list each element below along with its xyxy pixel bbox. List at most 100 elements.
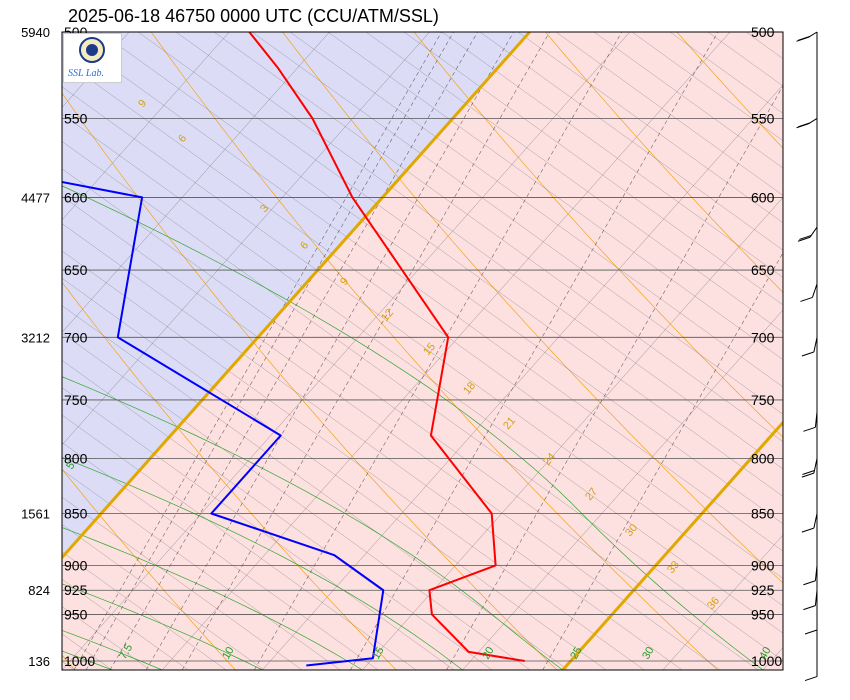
isotherm-line [62, 32, 230, 221]
pressure-label-right: 650 [751, 262, 775, 278]
pressure-label-right: 1000 [751, 653, 782, 669]
height-label: 136 [28, 654, 50, 669]
pressure-label-right: 900 [751, 557, 775, 573]
theta-line [62, 551, 227, 670]
mixing-ratio-line [73, 32, 442, 670]
wind-barb [800, 283, 818, 302]
height-label: 824 [28, 583, 50, 598]
pressure-label-right: 550 [751, 110, 775, 126]
theta-line [175, 32, 783, 470]
theta-line [822, 32, 850, 680]
pressure-label-left: 750 [64, 392, 88, 408]
theta-line [62, 414, 417, 670]
theta-line [62, 168, 759, 670]
theta-line [593, 32, 783, 169]
moist-adiabat-line [62, 669, 63, 670]
logo-emblem-icon: SSL Lab. [68, 37, 105, 79]
isotherm-line [262, 84, 783, 670]
dewpoint-profile-line [62, 180, 385, 667]
pressure-label-left: 850 [64, 505, 88, 521]
theta-line [62, 250, 645, 670]
mixing-ratio-line [85, 32, 454, 670]
chart-title: 2025-06-18 46750 0000 UTC (CCU/ATM/SSL) [68, 6, 439, 26]
pressure-label-left: 700 [64, 329, 88, 345]
theta-line [62, 305, 569, 670]
pressure-label-right: 600 [751, 189, 775, 205]
isotherm-line [62, 32, 330, 333]
pressure-label-left: 1000 [64, 653, 95, 669]
pressure-label-right: 750 [751, 392, 775, 408]
theta-line [62, 195, 721, 670]
theta-line [62, 86, 783, 607]
wetbulb-label: 25 [568, 645, 585, 662]
theta-line [62, 387, 455, 670]
pressure-label-left: 900 [64, 557, 88, 573]
theta-line [62, 442, 379, 670]
theta-line [62, 141, 783, 661]
pressure-label-left: 950 [64, 606, 88, 622]
theta-line [631, 32, 783, 142]
wetbulb-label: 20 [480, 645, 497, 662]
wind-barb [804, 660, 818, 682]
theta-line [251, 32, 783, 415]
theta-line [555, 32, 783, 196]
pressure-label-right: 925 [751, 582, 775, 598]
theta-line [62, 277, 607, 670]
isotherm-line [362, 197, 783, 670]
height-label: 1561 [21, 506, 50, 521]
theta-line [62, 32, 783, 552]
mixing-ratio-line [181, 32, 550, 670]
wetbulb-label: 30 [640, 645, 657, 662]
logo-text: SSL Lab. [68, 68, 104, 79]
theta-line [62, 223, 683, 670]
mixing-ratio-line [542, 252, 783, 670]
isotherm-line [62, 32, 430, 446]
mixing-ratio-line [254, 32, 623, 670]
wetbulb-label: 15 [370, 645, 387, 662]
pressure-label-left: 925 [64, 582, 88, 598]
mixing-ratio-line [446, 85, 783, 670]
plot-frame [61, 31, 784, 671]
temperature-profile-line [248, 32, 525, 662]
wetbulb-label: 5 [64, 460, 77, 471]
dry-adiabat-line [282, 32, 783, 584]
theta-line [441, 32, 783, 278]
theta-line [62, 496, 303, 670]
height-label: 5940 [21, 25, 50, 40]
pressure-label-right: 800 [751, 450, 775, 466]
theta-line [289, 32, 783, 388]
pressure-label-left: 550 [64, 110, 88, 126]
isotherm-line [62, 32, 631, 670]
wind-barb [803, 590, 818, 611]
theta-line [62, 524, 265, 670]
theta-line [62, 113, 783, 634]
pressure-label-right: 950 [751, 606, 775, 622]
dry-adiabat-line [545, 32, 783, 293]
pressure-label-left: 650 [64, 262, 88, 278]
wind-barb [803, 411, 818, 432]
wind-barb [803, 565, 818, 586]
mixing-ratio-line [350, 32, 719, 670]
theta-line [365, 32, 783, 333]
ssl-lab-logo: SSL Lab. [63, 33, 122, 83]
height-label: 4477 [21, 190, 50, 205]
wind-barbs [796, 31, 818, 682]
wind-barb [801, 458, 818, 478]
pressure-label-right: 700 [751, 329, 775, 345]
theta-line [62, 360, 493, 670]
theta-line [213, 32, 783, 442]
wind-barb [796, 31, 818, 42]
isotherm-line [0, 32, 29, 670]
height-label: 3212 [21, 330, 50, 345]
isotherm-line [662, 534, 783, 670]
stable-region [62, 32, 530, 670]
wind-barb [804, 614, 818, 635]
theta-line [62, 59, 783, 579]
theta-line [403, 32, 783, 306]
plot-area [0, 32, 850, 680]
mixing-ratio-line [109, 32, 478, 670]
bold-isotherm-line [561, 420, 783, 670]
pressure-label-right: 500 [751, 24, 775, 40]
theta-line [137, 32, 783, 497]
dry-adiabat-line [413, 32, 783, 438]
